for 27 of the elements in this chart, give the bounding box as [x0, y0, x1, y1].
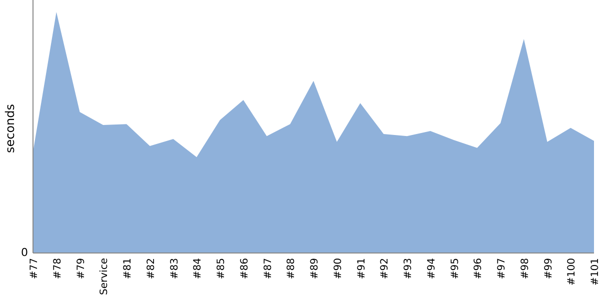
x-tick-label: #96: [473, 258, 484, 280]
x-tick-label: #87: [262, 258, 274, 280]
x-tick-label: #98: [520, 258, 531, 280]
x-tick-label: #77: [29, 258, 40, 280]
text: 0: [21, 246, 28, 260]
x-tick-label: #101: [590, 258, 600, 286]
x-tick-label: #95: [450, 258, 461, 280]
x-tick-label: #92: [380, 258, 391, 280]
x-tick-label: #79: [76, 258, 87, 280]
x-tick-label: #82: [146, 258, 157, 280]
x-tick-label: #90: [332, 258, 344, 280]
x-tick-label: #84: [192, 258, 204, 280]
y-axis-title: seconds: [3, 104, 17, 154]
x-tick-label: #100: [566, 258, 578, 286]
x-tick-label: #81: [122, 258, 134, 280]
x-tick-label: #83: [169, 258, 180, 280]
x-tick-label: #88: [286, 258, 298, 280]
x-tick-label: Service: [99, 258, 110, 295]
x-tick-label: #78: [52, 258, 64, 280]
x-tick-label: #97: [496, 258, 508, 280]
x-tick-label: #91: [356, 258, 368, 280]
x-tick-label: #93: [403, 258, 414, 280]
x-tick-label: #86: [239, 258, 250, 280]
x-tick-label: #94: [426, 258, 438, 280]
x-tick-label: #89: [310, 258, 320, 280]
x-tick-label: #99: [543, 258, 554, 280]
x-tick-label: #85: [216, 258, 227, 280]
